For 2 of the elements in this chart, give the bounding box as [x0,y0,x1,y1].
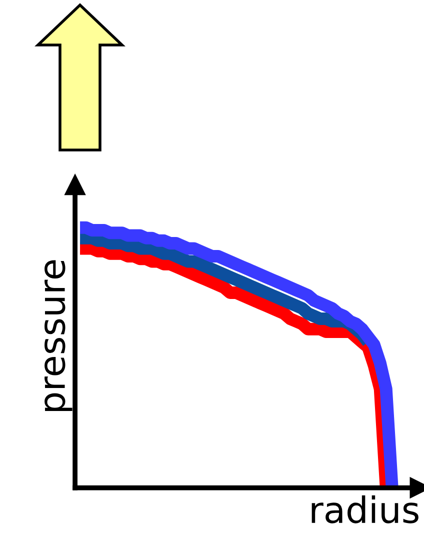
x-axis-title: radius [312,495,418,524]
y-axis-title: pressure [44,260,72,411]
